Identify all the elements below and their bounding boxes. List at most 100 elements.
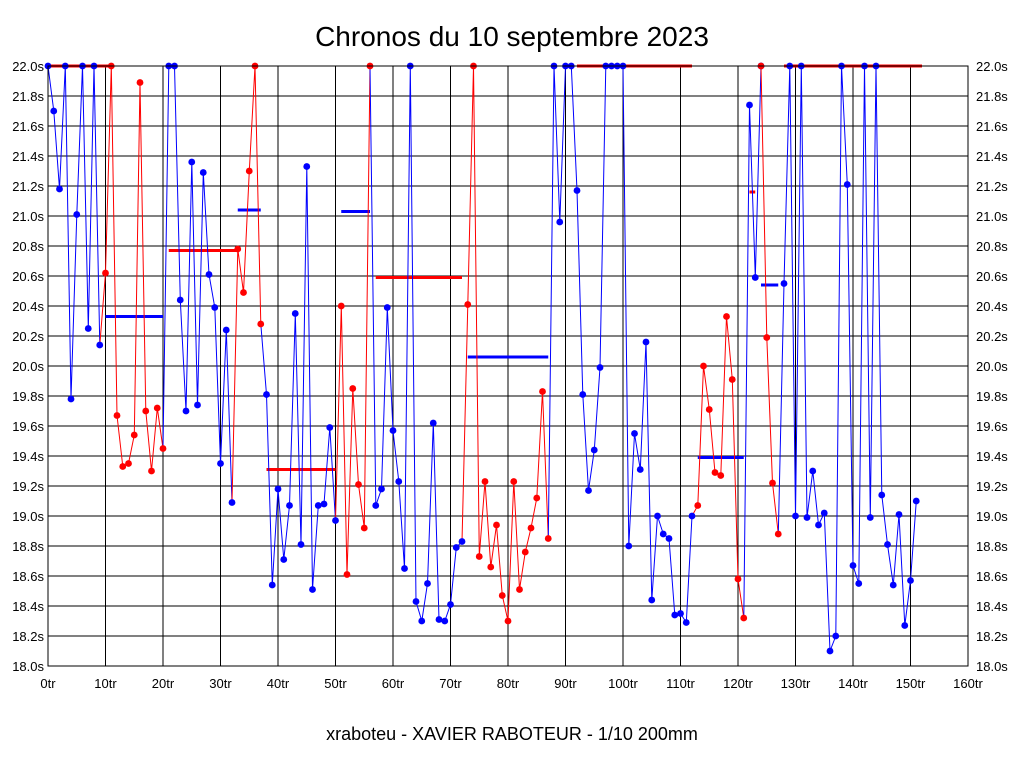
data-point bbox=[533, 494, 541, 502]
data-point bbox=[349, 385, 357, 392]
data-point bbox=[763, 334, 771, 341]
y-tick-label-right: 18.8s bbox=[976, 539, 1008, 554]
y-tick-label-right: 19.8s bbox=[976, 389, 1008, 404]
data-point bbox=[481, 478, 489, 485]
data-point bbox=[855, 580, 863, 587]
data-point bbox=[125, 460, 132, 467]
y-tick-label-right: 18.0s bbox=[976, 659, 1008, 674]
data-point bbox=[654, 512, 661, 520]
data-point bbox=[447, 601, 454, 608]
data-point bbox=[96, 341, 104, 349]
data-point bbox=[228, 499, 236, 506]
data-point bbox=[792, 512, 799, 520]
data-point bbox=[516, 586, 523, 593]
data-point bbox=[217, 460, 224, 467]
data-point bbox=[579, 391, 587, 398]
data-point bbox=[866, 514, 874, 521]
data-point bbox=[573, 187, 581, 194]
data-point bbox=[688, 512, 696, 520]
data-point bbox=[901, 622, 909, 629]
y-tick-label-right: 20.4s bbox=[976, 299, 1008, 314]
data-point bbox=[889, 581, 897, 589]
data-point bbox=[843, 181, 851, 188]
data-point bbox=[826, 647, 834, 655]
y-tick-label-left: 21.8s bbox=[12, 89, 44, 104]
data-point bbox=[728, 376, 736, 383]
data-point bbox=[648, 596, 656, 604]
data-point bbox=[832, 632, 840, 640]
data-point bbox=[585, 487, 592, 494]
series-line-red bbox=[760, 65, 779, 535]
y-tick-label-left: 19.2s bbox=[12, 479, 44, 494]
data-point bbox=[343, 571, 351, 578]
x-tick-label: 110tr bbox=[666, 676, 695, 691]
x-tick-label: 10tr bbox=[94, 676, 117, 691]
data-point bbox=[556, 218, 564, 226]
data-point bbox=[677, 610, 684, 617]
data-point bbox=[809, 467, 817, 475]
data-point bbox=[820, 509, 828, 517]
data-point bbox=[682, 619, 690, 626]
data-point bbox=[435, 616, 443, 623]
y-tick-label-left: 19.4s bbox=[12, 449, 44, 464]
data-point bbox=[780, 280, 788, 287]
data-point bbox=[56, 185, 63, 193]
data-point bbox=[625, 542, 633, 550]
data-point bbox=[372, 502, 380, 509]
y-tick-label-right: 20.2s bbox=[976, 329, 1008, 344]
grid bbox=[47, 65, 969, 667]
y-tick-label-left: 18.2s bbox=[12, 629, 44, 644]
data-point bbox=[665, 535, 673, 542]
series-line-red bbox=[461, 65, 549, 622]
data-point bbox=[521, 548, 529, 556]
data-point bbox=[245, 167, 253, 175]
data-point bbox=[389, 427, 397, 434]
data-point bbox=[73, 211, 81, 218]
data-point bbox=[418, 617, 426, 625]
y-tick-label-right: 21.0s bbox=[976, 209, 1008, 224]
chart-footer: xraboteu - XAVIER RABOTEUR - 1/10 200mm bbox=[326, 724, 698, 744]
data-point bbox=[395, 478, 403, 485]
y-axis-left-tick-labels: 18.0s 18.2s 18.4s 18.6s 18.8s 19.0s 19.2s 19.4s… bbox=[12, 59, 44, 674]
data-point bbox=[268, 581, 276, 589]
data-point bbox=[211, 304, 219, 311]
x-tick-label: 90tr bbox=[554, 676, 577, 691]
x-tick-label: 100tr bbox=[608, 676, 638, 691]
data-point bbox=[912, 497, 920, 505]
data-point bbox=[401, 565, 408, 572]
data-point bbox=[527, 524, 535, 532]
series-line-red bbox=[231, 65, 262, 503]
data-point bbox=[429, 419, 437, 427]
data-point bbox=[130, 431, 138, 439]
data-point bbox=[337, 302, 345, 310]
data-point bbox=[67, 395, 75, 403]
data-point bbox=[424, 580, 431, 587]
x-tick-label: 160tr bbox=[953, 676, 983, 691]
data-point bbox=[694, 502, 702, 509]
x-tick-label: 40tr bbox=[267, 676, 290, 691]
y-tick-label-left: 20.2s bbox=[12, 329, 44, 344]
data-point bbox=[769, 479, 776, 487]
y-tick-label-left: 19.8s bbox=[12, 389, 44, 404]
x-tick-label: 70tr bbox=[439, 676, 462, 691]
x-tick-label: 60tr bbox=[382, 676, 405, 691]
y-tick-label-right: 18.4s bbox=[976, 599, 1008, 614]
data-point bbox=[717, 472, 725, 479]
data-point bbox=[257, 320, 265, 328]
y-tick-label-right: 20.8s bbox=[976, 239, 1008, 254]
data-point bbox=[774, 530, 782, 538]
y-tick-label-left: 18.8s bbox=[12, 539, 44, 554]
y-tick-label-left: 19.0s bbox=[12, 509, 44, 524]
x-tick-label: 30tr bbox=[209, 676, 232, 691]
y-tick-label-right: 21.2s bbox=[976, 179, 1008, 194]
data-point bbox=[711, 469, 719, 476]
data-point bbox=[102, 269, 109, 277]
data-point bbox=[297, 541, 305, 548]
y-tick-label-left: 20.6s bbox=[12, 269, 44, 284]
y-tick-label-left: 19.6s bbox=[12, 419, 44, 434]
data-point bbox=[493, 521, 500, 529]
data-point bbox=[199, 169, 207, 176]
data-point bbox=[205, 271, 213, 278]
